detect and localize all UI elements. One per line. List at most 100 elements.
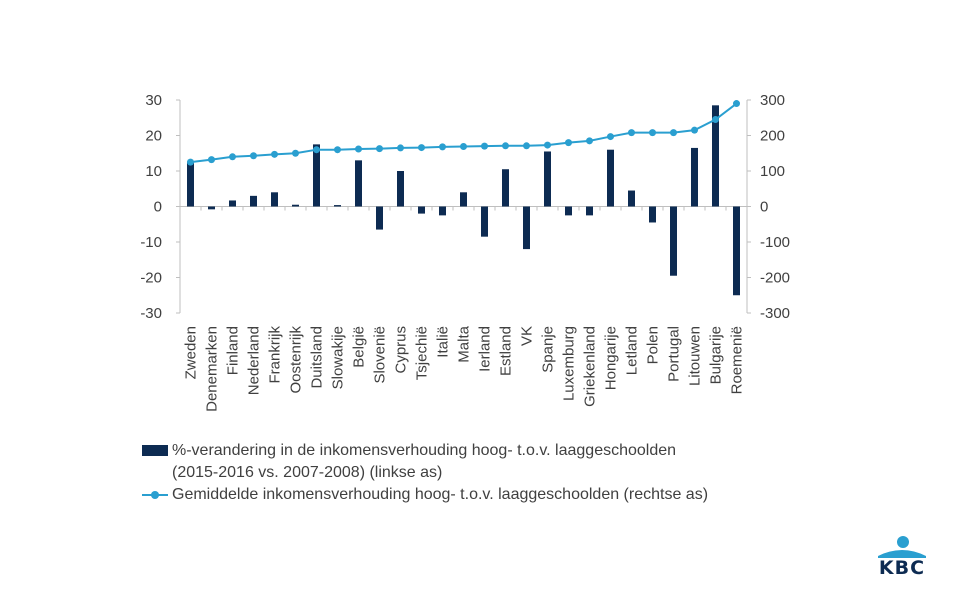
legend-line-label: Gemiddelde inkomensverhouding hoog- t.o.… <box>172 486 709 503</box>
legend-bar-swatch <box>142 445 168 456</box>
bar-4 <box>271 192 278 207</box>
chart-legend: %-verandering in de inkomensverhouding h… <box>142 440 802 506</box>
line-point-23 <box>670 129 677 137</box>
y-right-tick-label: 0 <box>760 199 768 216</box>
x-category-label: Luxemburg <box>561 326 578 401</box>
bar-23 <box>670 206 677 276</box>
y-right-tick-label: 200 <box>760 128 785 145</box>
x-category-label: Finland <box>225 326 242 375</box>
bar-3 <box>250 195 257 207</box>
line-point-1 <box>208 156 215 164</box>
bar-6 <box>313 144 320 207</box>
bar-14 <box>481 206 488 237</box>
x-category-label: Litouwen <box>687 326 704 386</box>
bar-24 <box>691 147 698 207</box>
y-left-tick-label: 0 <box>154 199 162 216</box>
bar-13 <box>460 192 467 207</box>
x-category-label: Griekenland <box>582 326 599 407</box>
y-right-tick-label: -200 <box>760 270 790 287</box>
line-point-3 <box>250 152 257 160</box>
x-category-label: Denemarken <box>204 326 221 412</box>
y-left-tick-label: 20 <box>145 128 162 145</box>
y-right-tick-label: -300 <box>760 305 790 322</box>
line-point-20 <box>607 133 614 141</box>
x-category-label: Slovenië <box>372 326 389 384</box>
bar-8 <box>355 160 362 207</box>
x-category-label: Duitsland <box>309 326 326 389</box>
x-category-label: Hongarije <box>603 326 620 390</box>
line-point-18 <box>565 139 572 147</box>
bar-1 <box>208 206 215 210</box>
bar-5 <box>292 204 299 207</box>
x-category-label: Estland <box>498 326 515 376</box>
bar-17 <box>544 151 551 207</box>
legend-bar-label-line2: (2015-2016 vs. 2007-2008) (linkse as) <box>172 464 443 481</box>
x-category-label: Oostenrijk <box>288 326 305 394</box>
bar-0 <box>187 162 194 207</box>
bar-19 <box>586 206 593 216</box>
bar-20 <box>607 149 614 207</box>
line-point-22 <box>649 129 656 137</box>
x-category-label: Ierland <box>477 326 494 372</box>
line-point-19 <box>586 137 593 145</box>
kbc-logo-text: KBC <box>878 557 926 579</box>
bar-11 <box>418 206 425 214</box>
y-left-tick-label: -10 <box>140 234 162 251</box>
bar-22 <box>649 206 656 223</box>
bar-25 <box>712 105 719 207</box>
line-point-25 <box>712 116 719 124</box>
line-point-24 <box>691 126 698 134</box>
bar-12 <box>439 206 446 216</box>
chart: 3020100-10-20-303002001000-100-200-300Zw… <box>140 92 790 412</box>
bar-26 <box>733 206 740 296</box>
y-left-tick-label: 30 <box>145 92 162 109</box>
line-point-14 <box>481 142 488 150</box>
x-category-label: Zweden <box>183 326 200 379</box>
line-point-8 <box>355 145 362 153</box>
x-category-label: Bulgarije <box>708 326 725 384</box>
line-point-11 <box>418 144 425 152</box>
legend-item-line: Gemiddelde inkomensverhouding hoog- t.o.… <box>142 484 802 506</box>
line-point-4 <box>271 150 278 158</box>
line-point-26 <box>733 100 740 108</box>
bar-10 <box>397 171 404 207</box>
x-category-label: Italië <box>435 326 452 358</box>
x-category-label: Spanje <box>540 326 557 373</box>
x-category-label: Portugal <box>666 326 683 382</box>
x-category-label: België <box>351 326 368 368</box>
y-right-tick-label: -100 <box>760 234 790 251</box>
line-point-7 <box>334 146 341 154</box>
x-category-label: VK <box>519 326 536 346</box>
line-point-2 <box>229 153 236 161</box>
x-category-label: Malta <box>456 325 473 362</box>
y-right-tick-label: 100 <box>760 163 785 180</box>
x-category-label: Polen <box>645 326 662 364</box>
line-point-5 <box>292 149 299 157</box>
y-left-tick-label: 10 <box>145 163 162 180</box>
legend-bar-label-line1: %-verandering in de inkomensverhouding h… <box>172 442 677 459</box>
line-point-0 <box>187 158 194 166</box>
bar-15 <box>502 169 509 207</box>
legend-bar-label: %-verandering in de inkomensverhouding h… <box>172 440 676 484</box>
y-left-tick-label: -20 <box>140 270 162 287</box>
legend-line-swatch <box>142 484 168 506</box>
line-point-12 <box>439 143 446 151</box>
bar-7 <box>334 205 341 207</box>
x-category-label: Slowakije <box>330 326 347 389</box>
x-category-label: Letland <box>624 326 641 375</box>
line-point-16 <box>523 142 530 150</box>
kbc-logo: KBC <box>872 535 932 579</box>
bar-18 <box>565 206 572 216</box>
line-point-15 <box>502 142 509 150</box>
line-point-21 <box>628 129 635 137</box>
y-right-tick-label: 300 <box>760 92 785 109</box>
line-point-13 <box>460 143 467 151</box>
bar-21 <box>628 190 635 207</box>
line-point-9 <box>376 145 383 153</box>
bar-16 <box>523 206 530 250</box>
x-category-label: Tsjechië <box>414 326 431 380</box>
x-category-label: Cyprus <box>393 326 410 374</box>
y-left-tick-label: -30 <box>140 305 162 322</box>
kbc-logo-figure-icon <box>878 536 926 558</box>
bar-2 <box>229 200 236 207</box>
